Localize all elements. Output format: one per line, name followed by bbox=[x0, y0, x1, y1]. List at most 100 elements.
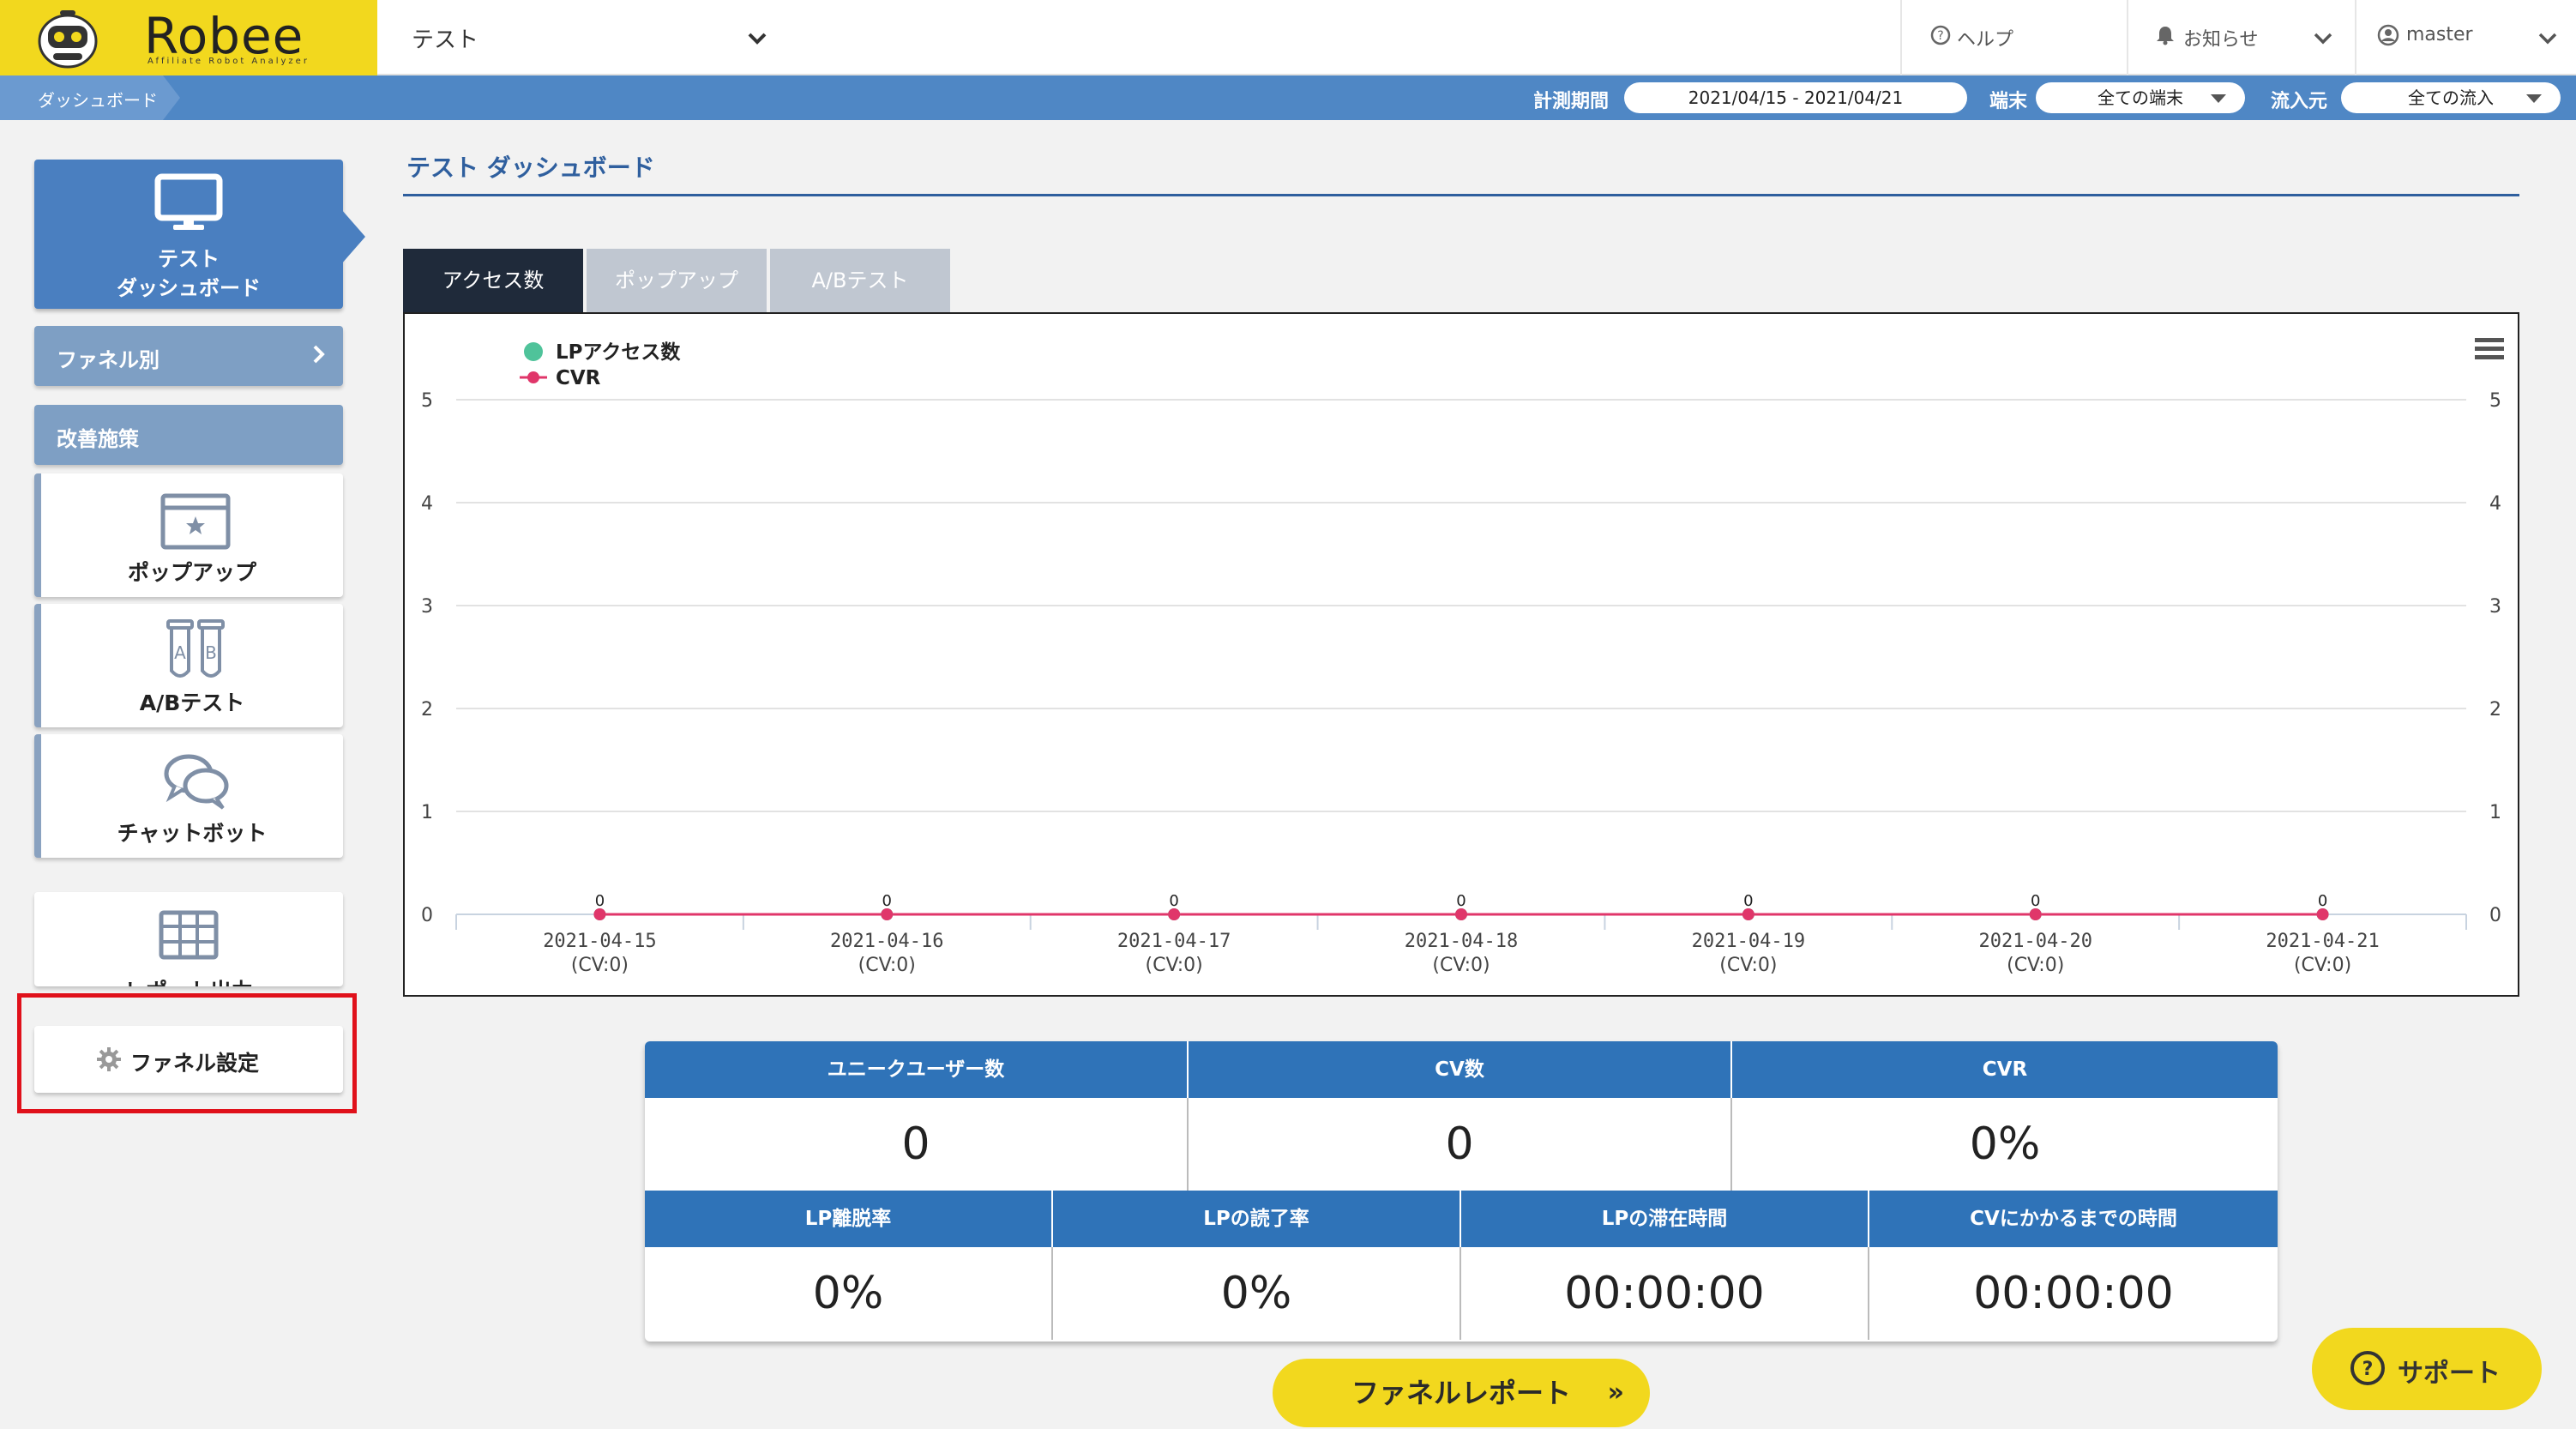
x-tick-label: 2021-04-15 bbox=[543, 931, 656, 952]
device-value: 全ての端末 bbox=[2098, 87, 2183, 108]
breadcrumb[interactable]: ダッシュボード bbox=[0, 75, 180, 120]
device-label: 端末 bbox=[1989, 91, 2028, 112]
project-select[interactable]: テスト bbox=[377, 0, 780, 75]
help-circle-icon: ? bbox=[2350, 1351, 2385, 1385]
sidebar-item-chatbot[interactable]: チャットボット bbox=[34, 734, 343, 858]
chevron-right-icon bbox=[313, 345, 325, 364]
sidebar-dashboard-line1: テスト bbox=[158, 247, 220, 271]
svg-text:B: B bbox=[205, 642, 217, 663]
stat-header-unique-users: ユニークユーザー数 bbox=[645, 1041, 1189, 1098]
title-divider bbox=[403, 194, 2519, 196]
sidebar-item-funnel-by[interactable]: ファネル別 bbox=[34, 326, 343, 386]
data-point bbox=[881, 908, 894, 920]
sidebar-funnel-settings-label: ファネル設定 bbox=[130, 1051, 260, 1076]
svg-text:?: ? bbox=[1937, 29, 1943, 43]
stat-header-lp-read-rate: LPの読了率 bbox=[1053, 1191, 1461, 1247]
chevron-down-icon bbox=[2538, 33, 2557, 45]
sidebar-chatbot-label: チャットボット bbox=[117, 821, 268, 846]
sidebar-item-funnel-settings[interactable]: ファネル設定 bbox=[34, 1026, 343, 1093]
top-bar: Robee Affiliate Robot Analyzer テスト ? ヘルプ… bbox=[0, 0, 2576, 75]
notice-label: お知らせ bbox=[2183, 29, 2259, 51]
bell-icon bbox=[2157, 27, 2174, 45]
sidebar-item-abtest[interactable]: A B A/Bテスト bbox=[34, 604, 343, 727]
menu-icon bbox=[2475, 355, 2504, 359]
y2-tick-label: 4 bbox=[2489, 493, 2501, 515]
period-field[interactable]: 2021/04/15 - 2021/04/21 bbox=[1624, 82, 1967, 113]
period-label: 計測期間 bbox=[1533, 91, 1610, 112]
x-tick-label: 2021-04-18 bbox=[1405, 931, 1518, 952]
double-chevron-right-icon: » bbox=[1607, 1378, 1624, 1408]
source-select[interactable]: 全ての流入 bbox=[2341, 82, 2561, 113]
x-tick-label: 2021-04-17 bbox=[1117, 931, 1231, 952]
funnel-report-label: ファネルレポート bbox=[1351, 1377, 1571, 1409]
x-tick-sublabel: (CV:0) bbox=[1432, 955, 1490, 976]
sidebar-item-report[interactable]: レポート出力 bbox=[34, 892, 343, 986]
sidebar-item-improvement[interactable]: 改善施策 bbox=[34, 405, 343, 465]
caret-down-icon bbox=[2526, 94, 2542, 103]
monitor-icon bbox=[154, 173, 223, 230]
sidebar-dashboard-line2: ダッシュボード bbox=[117, 276, 261, 300]
svg-text:?: ? bbox=[2362, 1359, 2374, 1380]
x-tick-sublabel: (CV:0) bbox=[2007, 955, 2064, 976]
logo-text: Robee bbox=[144, 7, 304, 65]
y2-tick-label: 1 bbox=[2489, 802, 2501, 823]
x-tick-sublabel: (CV:0) bbox=[2294, 955, 2351, 976]
stat-value-lp-read-rate: 0% bbox=[1053, 1247, 1461, 1340]
data-point bbox=[2316, 908, 2329, 920]
highlight-box bbox=[17, 993, 357, 1113]
project-label: テスト bbox=[412, 27, 479, 53]
tab-popup[interactable]: ポップアップ bbox=[587, 249, 767, 312]
y-tick-label: 4 bbox=[421, 493, 433, 515]
stat-header-lp-bounce: LP離脱率 bbox=[645, 1191, 1053, 1247]
y2-tick-label: 5 bbox=[2489, 390, 2501, 412]
y2-tick-label: 3 bbox=[2489, 596, 2501, 618]
x-tick-sublabel: (CV:0) bbox=[858, 955, 916, 976]
y-tick-label: 0 bbox=[421, 905, 433, 926]
sidebar-abtest-label: A/Bテスト bbox=[139, 690, 245, 715]
stat-value-unique-users: 0 bbox=[645, 1098, 1189, 1191]
x-tick-sublabel: (CV:0) bbox=[1146, 955, 1203, 976]
funnel-report-button[interactable]: ファネルレポート » bbox=[1273, 1359, 1650, 1427]
popup-window-icon bbox=[160, 493, 231, 550]
stat-header-cvr: CVR bbox=[1732, 1041, 2278, 1098]
gear-icon bbox=[97, 1047, 121, 1071]
x-tick-label: 2021-04-20 bbox=[1978, 931, 2091, 952]
data-label: 0 bbox=[1743, 892, 1753, 910]
y-tick-label: 1 bbox=[421, 802, 433, 823]
sidebar-item-dashboard[interactable]: テスト ダッシュボード bbox=[34, 160, 343, 309]
x-tick-label: 2021-04-16 bbox=[830, 931, 943, 952]
tab-access[interactable]: アクセス数 bbox=[403, 249, 583, 312]
data-point bbox=[1168, 908, 1181, 920]
access-chart: 0 1 2 3 4 5 0 1 2 3 4 5 2021-04-15 (CV:0) 2021-04-16 (C… bbox=[403, 312, 2519, 997]
legend-marker bbox=[524, 342, 543, 361]
user-menu[interactable]: master bbox=[2355, 0, 2576, 75]
stat-header-time-to-cv: CVにかかるまでの時間 bbox=[1869, 1191, 2278, 1247]
support-button[interactable]: ? サポート bbox=[2312, 1328, 2542, 1410]
y2-tick-label: 0 bbox=[2489, 905, 2501, 926]
support-label: サポート bbox=[2398, 1359, 2501, 1389]
stat-value-lp-stay-time: 00:00:00 bbox=[1461, 1247, 1869, 1340]
chart-canvas: 0 1 2 3 4 5 0 1 2 3 4 5 2021-04-15 (CV:0) 2021-04-16 (C… bbox=[421, 338, 2504, 976]
help-menu[interactable]: ? ヘルプ bbox=[1900, 0, 2127, 75]
chevron-down-icon bbox=[748, 33, 767, 45]
logo[interactable]: Robee Affiliate Robot Analyzer bbox=[0, 0, 377, 75]
table-grid-icon bbox=[159, 910, 219, 960]
x-tick-label: 2021-04-21 bbox=[2266, 931, 2379, 952]
device-select[interactable]: 全ての端末 bbox=[2036, 82, 2245, 113]
notice-menu[interactable]: お知らせ bbox=[2127, 0, 2355, 75]
chat-bubbles-icon bbox=[164, 754, 229, 810]
x-tick-sublabel: (CV:0) bbox=[571, 955, 629, 976]
legend-marker bbox=[527, 371, 539, 383]
caret-down-icon bbox=[2211, 94, 2226, 103]
sidebar-item-popup[interactable]: ポップアップ bbox=[34, 473, 343, 597]
y-tick-label: 2 bbox=[421, 699, 433, 721]
active-indicator bbox=[341, 209, 365, 264]
stat-value-cvr: 0% bbox=[1969, 1118, 2041, 1170]
x-tick-sublabel: (CV:0) bbox=[1719, 955, 1777, 976]
tab-abtest[interactable]: A/Bテスト bbox=[770, 249, 950, 312]
user-label: master bbox=[2406, 24, 2473, 45]
stat-value-cv-count: 0 bbox=[1189, 1098, 1732, 1191]
sidebar-improvement-label: 改善施策 bbox=[57, 427, 139, 451]
stat-header-cv-count: CV数 bbox=[1189, 1041, 1732, 1098]
menu-icon bbox=[2475, 347, 2504, 351]
